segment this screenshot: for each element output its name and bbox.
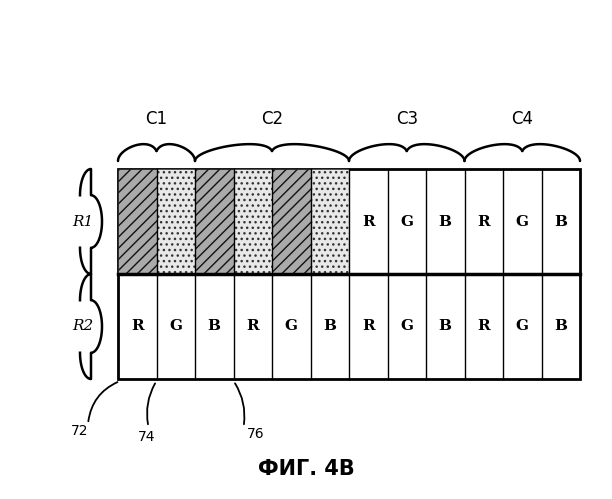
Text: B: B (207, 319, 221, 333)
Text: C4: C4 (511, 110, 533, 128)
Text: 74: 74 (138, 430, 155, 444)
Text: R: R (477, 215, 490, 229)
Text: G: G (285, 319, 298, 333)
Text: R: R (362, 319, 375, 333)
Text: C3: C3 (396, 110, 418, 128)
Text: 76: 76 (247, 427, 264, 441)
Text: G: G (516, 319, 529, 333)
Bar (195, 169, 234, 274)
Text: R: R (477, 319, 490, 333)
Text: G: G (170, 319, 182, 333)
Text: R1: R1 (72, 215, 94, 229)
Text: G: G (400, 215, 413, 229)
Text: R: R (362, 215, 375, 229)
Bar (118, 169, 157, 274)
Bar (234, 169, 272, 274)
Text: B: B (554, 215, 567, 229)
Text: G: G (400, 319, 413, 333)
Text: B: B (439, 215, 452, 229)
Text: 72: 72 (71, 424, 89, 438)
Bar (118, 169, 580, 379)
Text: B: B (323, 319, 336, 333)
Text: ФИГ. 4B: ФИГ. 4B (258, 459, 354, 479)
Text: R: R (131, 319, 144, 333)
Text: B: B (554, 319, 567, 333)
Text: G: G (516, 215, 529, 229)
Text: B: B (439, 319, 452, 333)
Text: C1: C1 (146, 110, 168, 128)
Text: C2: C2 (261, 110, 283, 128)
Bar (157, 169, 195, 274)
Text: R: R (247, 319, 259, 333)
Bar (310, 169, 349, 274)
Text: R2: R2 (72, 319, 94, 333)
Bar (272, 169, 310, 274)
